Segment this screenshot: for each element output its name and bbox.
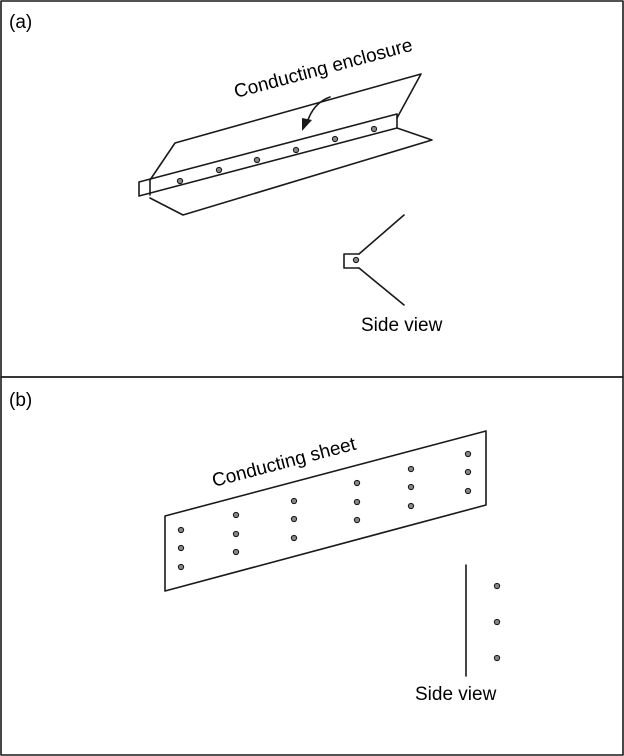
panel-a-frame [0, 0, 624, 378]
wire-dot [407, 502, 415, 510]
enclosure-channel-front [138, 113, 398, 197]
enclosure-side-view [343, 214, 405, 306]
sheet-wire-dots [177, 450, 472, 571]
wire-dot [253, 156, 261, 164]
enclosure-upper-flange [149, 73, 422, 181]
panel-b-label: (b) [9, 390, 32, 411]
wire-dot [353, 516, 361, 524]
side-view-wire-dot [493, 618, 501, 626]
wire-dot [290, 534, 298, 542]
sheet-side-view [465, 564, 501, 677]
wire-dot [292, 146, 300, 154]
wire-dot [331, 135, 339, 143]
wire-dot [232, 511, 240, 519]
side-view-wire-dot [493, 582, 501, 590]
wire-dot [464, 487, 472, 495]
wire-dot [232, 530, 240, 538]
conducting-sheet [164, 430, 487, 592]
wire-dot [353, 479, 361, 487]
wire-dot [407, 483, 415, 491]
wire-dot [176, 177, 184, 185]
wire-dot [407, 465, 415, 473]
side-view-caption-a: Side view [361, 315, 443, 336]
side-view-wire-dot [493, 654, 501, 662]
wire-dot [290, 497, 298, 505]
wire-dot [464, 450, 472, 458]
sheet-outline [164, 430, 487, 592]
wire-dot [177, 526, 185, 534]
panel-a-label: (a) [9, 12, 32, 33]
conducting-enclosure [138, 73, 433, 216]
side-view-caption-b: Side view [415, 684, 497, 705]
panel-b-frame [0, 376, 624, 756]
wire-dot [177, 544, 185, 552]
side-view-lower-flange [358, 267, 405, 306]
enclosure-lower-flange [149, 127, 433, 216]
wire-dot [464, 468, 472, 476]
enclosure-label-arrow [302, 96, 331, 131]
wire-dot [177, 563, 185, 571]
side-view-channel [343, 253, 360, 269]
enclosure-title: Conducting enclosure [232, 35, 415, 103]
sheet-title: Conducting sheet [210, 434, 359, 492]
side-view-wire-dot [352, 256, 360, 264]
wire-dot [215, 166, 223, 174]
wire-dot [290, 515, 298, 523]
wire-dot [370, 125, 378, 133]
arrow-head [302, 118, 312, 131]
wire-dot [232, 548, 240, 556]
enclosure-wire-dots [176, 125, 378, 185]
side-view-upper-flange [358, 214, 405, 255]
wire-dot [353, 498, 361, 506]
